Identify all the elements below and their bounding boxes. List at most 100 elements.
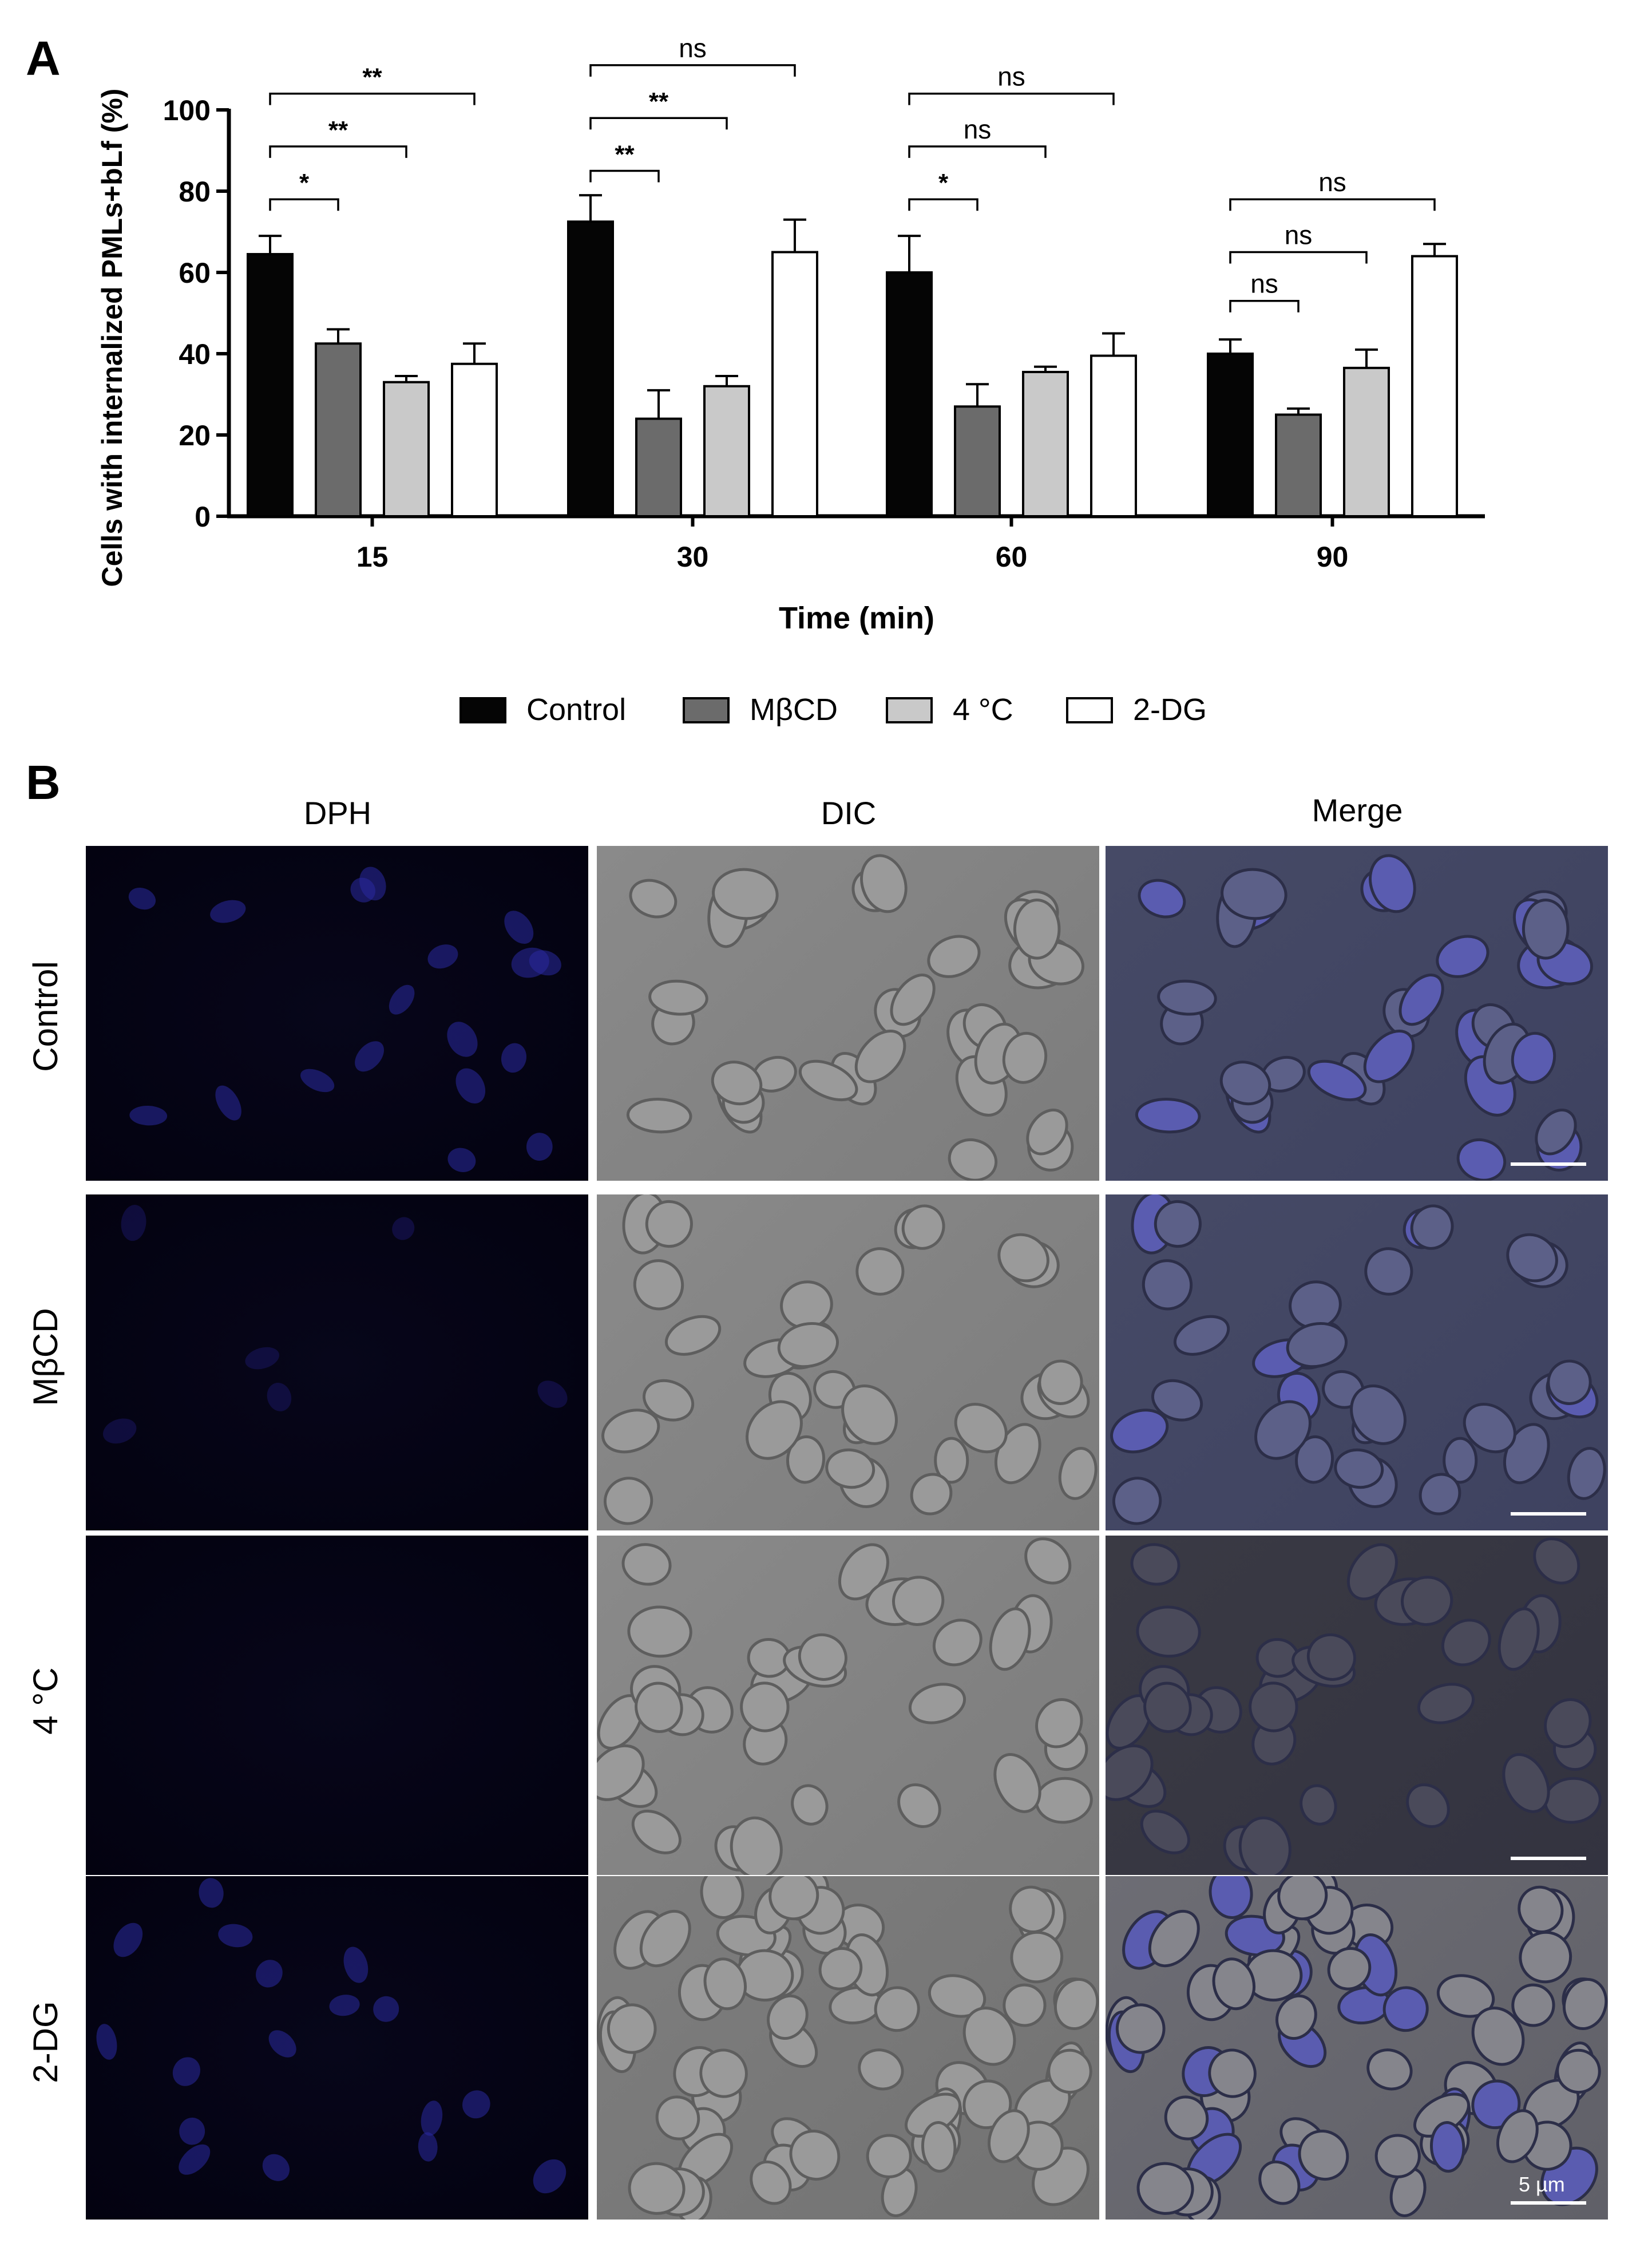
bar: [886, 271, 933, 517]
row-label-4c: 4 °C: [26, 1667, 65, 1735]
cell: [866, 2134, 912, 2178]
cell: [373, 1996, 399, 2022]
cell: [633, 1259, 684, 1311]
cell: [1212, 1957, 1255, 2011]
significance-bracket: [589, 64, 796, 77]
cell: [954, 1403, 1008, 1454]
cell: [1369, 854, 1416, 913]
cell: [329, 1995, 360, 2016]
cell: [627, 1605, 692, 1658]
cell: [921, 2121, 957, 2173]
cell: [1363, 1029, 1415, 1083]
cell: [421, 2100, 443, 2136]
significance-label: **: [362, 64, 382, 92]
cell: [1106, 1744, 1154, 1801]
cell: [1364, 1247, 1413, 1296]
cell: [526, 1133, 553, 1161]
significance-label: **: [649, 88, 669, 116]
cell: [256, 1960, 283, 1988]
cell: [1035, 1698, 1083, 1748]
cell: [934, 1437, 969, 1484]
cell: [711, 1061, 763, 1106]
significance-label: **: [328, 116, 348, 144]
cell: [129, 1106, 168, 1126]
cell: [179, 2117, 205, 2145]
cell: [1136, 2162, 1194, 2215]
cell: [1463, 1403, 1516, 1454]
cell: [897, 1783, 941, 1829]
legend-swatch: [886, 697, 933, 723]
cell: [1209, 1876, 1253, 1920]
cell: [1275, 1994, 1317, 2040]
significance-bracket: [1229, 299, 1300, 312]
cell: [639, 1909, 691, 1968]
cell: [1151, 1379, 1203, 1422]
cell: [798, 1059, 858, 1102]
cell: [447, 1148, 476, 1172]
cell: [1112, 1477, 1162, 1525]
bar: [1275, 413, 1322, 517]
cell: [910, 1473, 953, 1516]
cell: [1208, 2048, 1257, 2098]
cell: [789, 2129, 841, 2181]
significance-bracket: [908, 198, 978, 211]
significance-label: ns: [1285, 220, 1313, 250]
cell: [1286, 1322, 1348, 1368]
y-tick-label: 40: [179, 338, 211, 370]
x-axis-label: Time (min): [779, 601, 934, 635]
y-tick-label: 60: [179, 257, 211, 289]
cell: [643, 1379, 695, 1422]
significance-label: *: [938, 169, 949, 197]
x-tick-label: 30: [677, 541, 709, 573]
cell: [1277, 1876, 1328, 1921]
bar: [451, 362, 498, 517]
cell: [1138, 879, 1186, 919]
significance-label: ns: [1250, 269, 1278, 299]
significance-bracket: [589, 169, 660, 183]
significance-bracket: [269, 198, 339, 211]
cell: [1506, 1233, 1558, 1283]
column-header-merge: Merge: [1312, 792, 1403, 828]
legend-label: 4 °C: [953, 693, 1013, 727]
cell: [703, 1957, 747, 2011]
cell: [113, 1922, 143, 1957]
cell: [102, 1418, 137, 1444]
cell: [700, 1876, 744, 1920]
cell: [1327, 1947, 1372, 1991]
cell: [629, 879, 678, 919]
row-label-2dg: 2-DG: [26, 2001, 65, 2083]
cell: [1406, 1783, 1450, 1829]
cell: [989, 1607, 1031, 1671]
cell: [603, 1477, 653, 1525]
cell: [1026, 1109, 1068, 1156]
cell: [447, 1022, 478, 1057]
cell: [501, 1043, 526, 1073]
cell: [798, 1633, 847, 1681]
micrograph-dic-mcd: [597, 1194, 1099, 1530]
micrograph-dic-control: [597, 846, 1099, 1181]
cell: [1047, 2048, 1092, 2094]
cell: [1140, 1809, 1190, 1854]
cell: [210, 900, 246, 923]
cell: [1135, 1098, 1201, 1134]
bar: [247, 253, 294, 517]
legend-label: 2-DG: [1133, 693, 1207, 727]
cell: [927, 935, 981, 978]
cell: [1441, 1619, 1491, 1667]
cell: [987, 2109, 1030, 2163]
bar: [1090, 354, 1137, 517]
micrograph-merge-control: [1106, 846, 1608, 1181]
cell: [1511, 1983, 1555, 2027]
cell: [1533, 1537, 1580, 1585]
cell: [892, 1576, 945, 1626]
cell: [1518, 1885, 1564, 1933]
cell: [997, 1233, 1049, 1283]
cell: [1496, 2109, 1539, 2163]
cell: [1436, 1974, 1495, 2018]
cell: [1110, 1409, 1169, 1454]
cell: [1502, 1752, 1550, 1813]
y-tick-label: 80: [179, 176, 211, 208]
cell: [621, 1543, 672, 1586]
cell: [427, 944, 458, 969]
cell: [1003, 1983, 1047, 2027]
